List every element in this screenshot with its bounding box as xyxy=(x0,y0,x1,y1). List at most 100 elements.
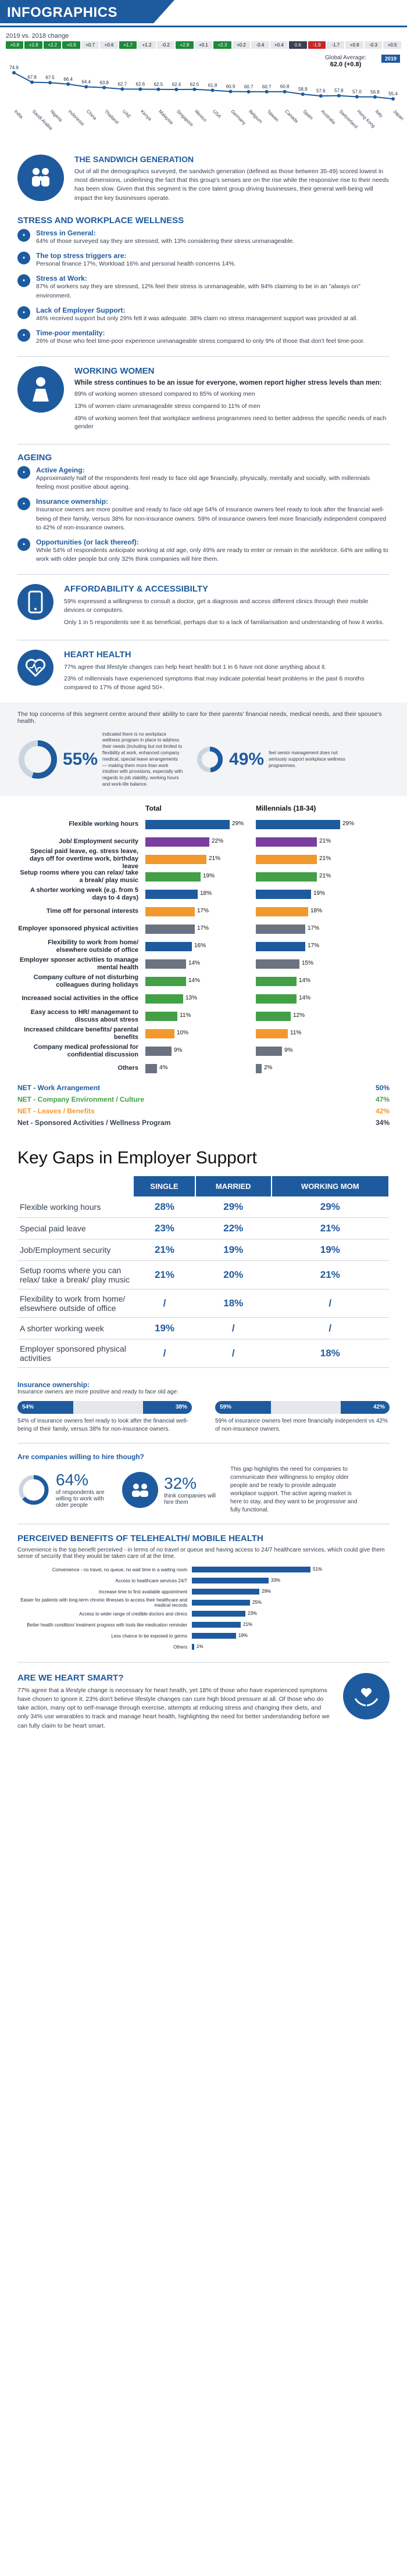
telehealth-label: Convenience - no travel, no queue, no wa… xyxy=(52,1567,187,1572)
benefit-bar-mill xyxy=(256,924,305,934)
family-icon xyxy=(17,155,64,201)
telehealth-value: 29% xyxy=(262,1589,272,1595)
stat-donut-2: 49% feel senior management does not seri… xyxy=(195,745,350,774)
benefit-bar-mill xyxy=(256,941,305,951)
table-row: Flexible working hours 28% 29% 29% xyxy=(17,1196,389,1218)
change-cell: +2.8 xyxy=(24,41,42,49)
hire-stat-value: 32% xyxy=(164,1474,197,1492)
year-tag: 2019 xyxy=(381,55,400,63)
stress-item-text: 64% of those surveyed say they are stres… xyxy=(36,237,295,245)
benefit-bar-col: 19% xyxy=(145,872,256,882)
benefit-bar-col: 18% xyxy=(145,889,256,899)
index-value-label: 66.4 xyxy=(63,77,73,82)
index-value-label: 56.8 xyxy=(370,89,380,95)
index-point xyxy=(102,85,106,89)
country-label: Kenya xyxy=(140,109,153,122)
top-header: INFOGRAPHICS xyxy=(0,0,407,30)
header-married: MARRIED xyxy=(195,1176,272,1196)
change-cell: -0.4 xyxy=(251,41,269,49)
index-point xyxy=(192,87,197,91)
index-point xyxy=(355,95,359,99)
heart-title: HEART HEALTH xyxy=(64,649,131,660)
benefit-value-total: 14% xyxy=(188,977,201,984)
table-cell: 19% xyxy=(134,1317,195,1339)
index-point xyxy=(229,89,233,94)
survey-intro: The top concerns of this segment centre … xyxy=(17,710,382,725)
telehealth-label: Less chance to be exposed to germs xyxy=(111,1633,187,1639)
telehealth-bar-col: 23% xyxy=(192,1611,343,1617)
hire-section: Are companies willing to hire though? 64… xyxy=(0,1446,407,1521)
index-point xyxy=(48,81,52,85)
woman-icon xyxy=(17,366,64,413)
change-cell: +0.7 xyxy=(81,41,99,49)
benefit-label: A shorter working week (e.g. from 5 days… xyxy=(30,886,138,901)
telehealth-row: Better health condition/ treatment progr… xyxy=(17,1620,390,1631)
stat-description: indicated there is no workplace wellness… xyxy=(102,731,183,787)
index-value-label: 61.8 xyxy=(208,83,217,88)
stress-item: • Stress at Work: 87% of workers say they … xyxy=(17,274,390,300)
table-cell: / xyxy=(195,1317,272,1339)
telehealth-bar xyxy=(192,1567,310,1573)
benefit-bar-total xyxy=(145,959,186,969)
benefit-bar-col: 18% xyxy=(256,907,366,916)
benefit-value-mill: 15% xyxy=(302,959,314,966)
change-row-section: 2019 vs. 2018 change +0.8 +2.8 +2.2 +0.9 +0.… xyxy=(0,30,407,49)
working-women-section: WORKING WOMEN While stress continues to … xyxy=(0,359,407,442)
net-value: 34% xyxy=(375,1118,390,1127)
benefit-value-mill: 18% xyxy=(310,907,323,914)
benefit-value-mill: 14% xyxy=(299,994,311,1001)
telehealth-value: 1% xyxy=(197,1644,204,1650)
heart-smart-section: ARE WE HEART SMART? 77% agree that a lif… xyxy=(0,1665,407,1744)
telehealth-bar-col: 29% xyxy=(192,1589,343,1595)
telehealth-bar xyxy=(192,1611,245,1617)
benefit-bar-mill xyxy=(256,819,340,829)
table-cell: 22% xyxy=(195,1217,272,1239)
benefit-bar-col: 2% xyxy=(256,1063,366,1073)
benefit-bar-total xyxy=(145,1029,174,1038)
table-cell: / xyxy=(134,1339,195,1368)
net-row: NET - Work Arrangement 50% xyxy=(17,1082,390,1094)
index-point xyxy=(247,89,251,94)
stress-item-title: Lack of Employer Support: xyxy=(36,306,126,314)
key-gaps-section: Key Gaps in Employer Support SINGLE MARR… xyxy=(0,1137,407,1374)
stress-item-text: 87% of workers say they are stressed, 12… xyxy=(36,283,360,299)
telehealth-row: Less chance to be exposed to germs 19% xyxy=(17,1631,390,1642)
index-value-label: 60.7 xyxy=(244,84,254,89)
benefit-row: Flexible working hours 29% 29% xyxy=(17,816,390,833)
benefit-bar-col: 10% xyxy=(145,1029,256,1038)
benefit-label: Flexibility to work from home/ elsewhere… xyxy=(48,938,138,954)
change-cell: +0.4 xyxy=(270,41,288,49)
benefit-label: Increased childcare benefits/ parental b… xyxy=(24,1026,138,1041)
table-cell: 18% xyxy=(271,1339,389,1368)
telehealth-value: 51% xyxy=(313,1567,323,1572)
index-point xyxy=(391,97,395,101)
benefit-bar-col: 13% xyxy=(145,994,256,1004)
change-cell: +0.8 xyxy=(6,41,24,49)
change-cell: +0.5 xyxy=(383,41,401,49)
benefit-label: Time off for personal interests xyxy=(46,908,138,915)
index-value-label: 67.5 xyxy=(45,75,55,80)
stress-icon: • xyxy=(17,328,30,342)
ageing-item: • Active Ageing: Approximately half of the… xyxy=(17,465,390,492)
affordability-title: AFFORDABILITY & ACCESSIBILTY xyxy=(64,584,209,594)
table-cell: 21% xyxy=(271,1217,389,1239)
benefit-bar-col: 21% xyxy=(256,872,366,882)
change-cell: +0.9 xyxy=(345,41,363,49)
benefit-label: Increased social activities in the offic… xyxy=(22,995,138,1002)
table-row-label: Flexible working hours xyxy=(17,1196,134,1218)
key-gaps-table: SINGLE MARRIED WORKING MOM Flexible work… xyxy=(17,1176,390,1368)
telehealth-value: 25% xyxy=(252,1600,262,1606)
header-bar xyxy=(0,0,174,23)
table-cell: 28% xyxy=(134,1196,195,1218)
country-label: Hong Kong xyxy=(356,109,376,129)
telehealth-value: 19% xyxy=(238,1633,248,1639)
ageing-item: • Insurance ownership: Insurance owners ar… xyxy=(17,497,390,532)
stress-body: Lack of Employer Support: 46% received su… xyxy=(36,306,358,323)
hire-note: This gap highlights the need for compani… xyxy=(230,1466,358,1513)
stress-item-title: Time-poor mentality: xyxy=(36,328,105,337)
index-value-label: 60.7 xyxy=(262,84,272,89)
ageing-item-title: Opportunities (or lack thereof): xyxy=(36,538,139,547)
benefit-bar-mill xyxy=(256,854,317,864)
telehealth-chart: Convenience - no travel, no queue, no wa… xyxy=(17,1564,390,1653)
benefit-bar-total xyxy=(145,837,209,847)
